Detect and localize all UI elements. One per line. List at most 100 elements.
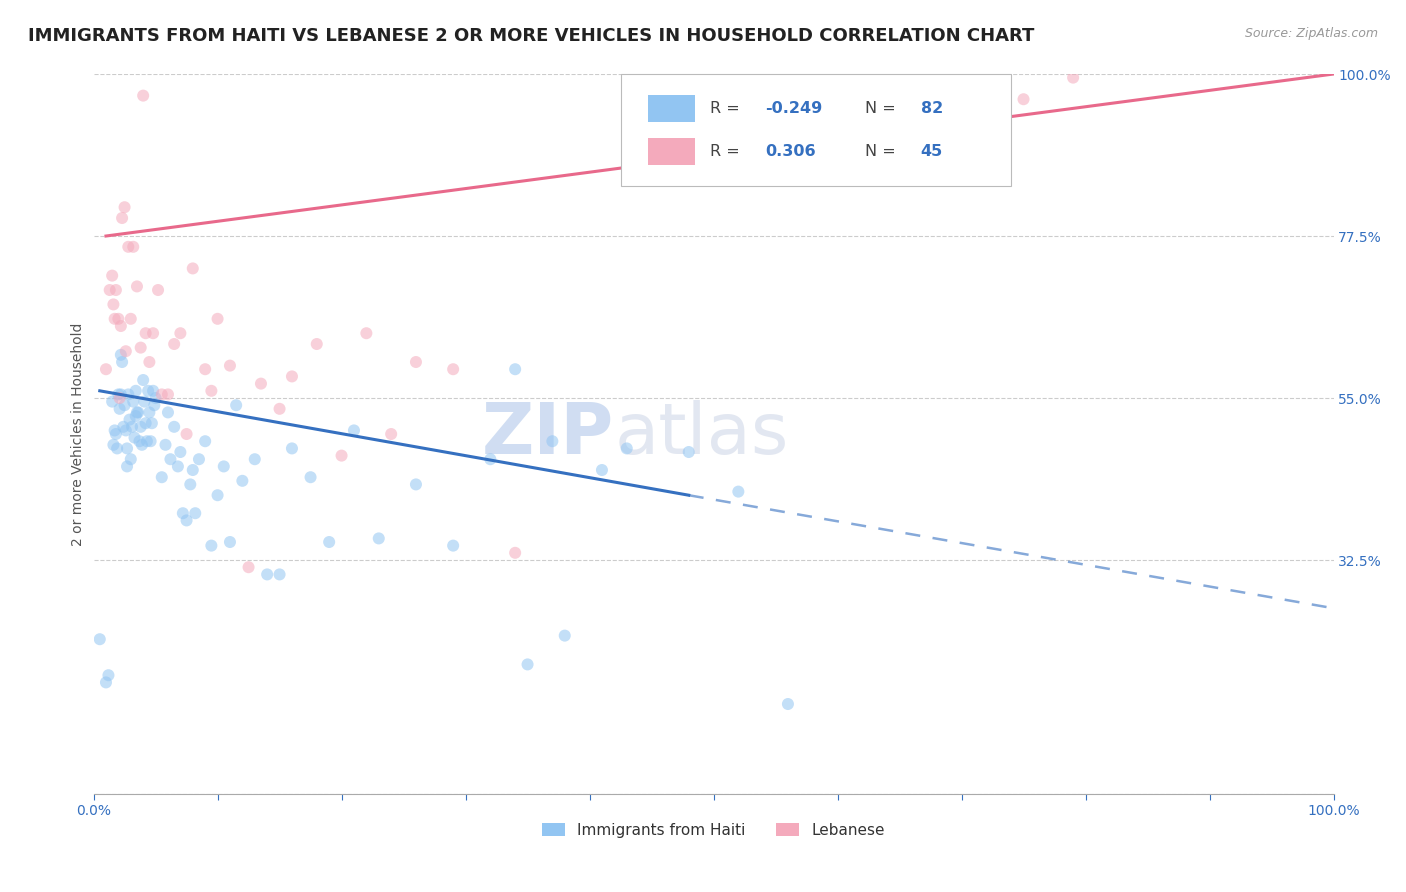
Point [122,240,145,254]
Point [318,535,340,549]
Point [105,442,128,456]
Point [299,470,322,484]
Text: N =: N = [865,101,901,116]
Point [124,431,146,445]
Point [101,268,124,283]
Point [94,675,117,690]
Point [117,387,139,401]
Point [479,452,502,467]
Point [343,424,366,438]
Point [138,405,160,419]
Point [108,401,131,416]
Point [167,459,190,474]
Point [143,398,166,412]
Point [156,405,179,419]
Point [727,484,749,499]
Point [104,424,127,438]
Point [128,434,150,449]
Text: R =: R = [710,101,745,116]
Point [94,362,117,376]
Point [207,311,229,326]
Point [541,434,564,449]
Point [156,387,179,401]
Point [281,369,304,384]
Point [146,283,169,297]
Point [125,279,148,293]
Point [98,283,121,297]
Text: 45: 45 [921,144,943,159]
Point [131,438,153,452]
Point [207,488,229,502]
Point [163,419,186,434]
Point [776,697,799,711]
Point [516,657,538,672]
Point [104,427,127,442]
Point [194,362,217,376]
Point [115,442,138,456]
Point [110,387,132,401]
Point [405,355,427,369]
Point [107,311,129,326]
Point [127,405,149,419]
Point [219,535,242,549]
Point [135,326,157,341]
Point [200,539,222,553]
Point [305,337,328,351]
Point [129,419,152,434]
Point [114,424,136,438]
Text: R =: R = [710,144,745,159]
Point [89,632,111,647]
Point [441,362,464,376]
Point [181,261,204,276]
Point [120,311,142,326]
Point [120,452,142,467]
Point [194,434,217,449]
Point [441,539,464,553]
Point [118,412,141,426]
Point [111,211,134,225]
Point [1062,70,1084,85]
Point [135,416,157,430]
Point [159,452,181,467]
Point [129,341,152,355]
Point [107,387,129,401]
Text: IMMIGRANTS FROM HAITI VS LEBANESE 2 OR MORE VEHICLES IN HOUSEHOLD CORRELATION CH: IMMIGRANTS FROM HAITI VS LEBANESE 2 OR M… [28,27,1035,45]
Point [139,434,162,449]
Point [356,326,378,341]
Point [114,398,136,412]
Point [141,416,163,430]
Point [142,326,165,341]
Point [225,398,247,412]
Point [181,463,204,477]
Point [188,452,211,467]
Point [405,477,427,491]
Text: N =: N = [865,144,901,159]
FancyBboxPatch shape [648,95,695,122]
Point [176,513,198,527]
Text: 0.306: 0.306 [766,144,817,159]
Point [256,567,278,582]
Point [169,445,191,459]
Point [111,355,134,369]
Point [554,629,576,643]
Point [231,474,253,488]
Point [212,459,235,474]
Point [125,409,148,423]
Point [503,546,526,560]
Point [330,449,353,463]
Point [108,391,131,405]
Point [145,391,167,405]
Point [269,567,291,582]
Point [150,387,173,401]
Point [616,442,638,456]
Point [132,373,155,387]
Point [132,88,155,103]
Point [115,459,138,474]
Point [112,419,135,434]
Point [184,506,207,520]
Point [101,394,124,409]
Point [125,384,148,398]
Point [179,477,201,491]
Point [678,445,700,459]
Point [97,668,120,682]
